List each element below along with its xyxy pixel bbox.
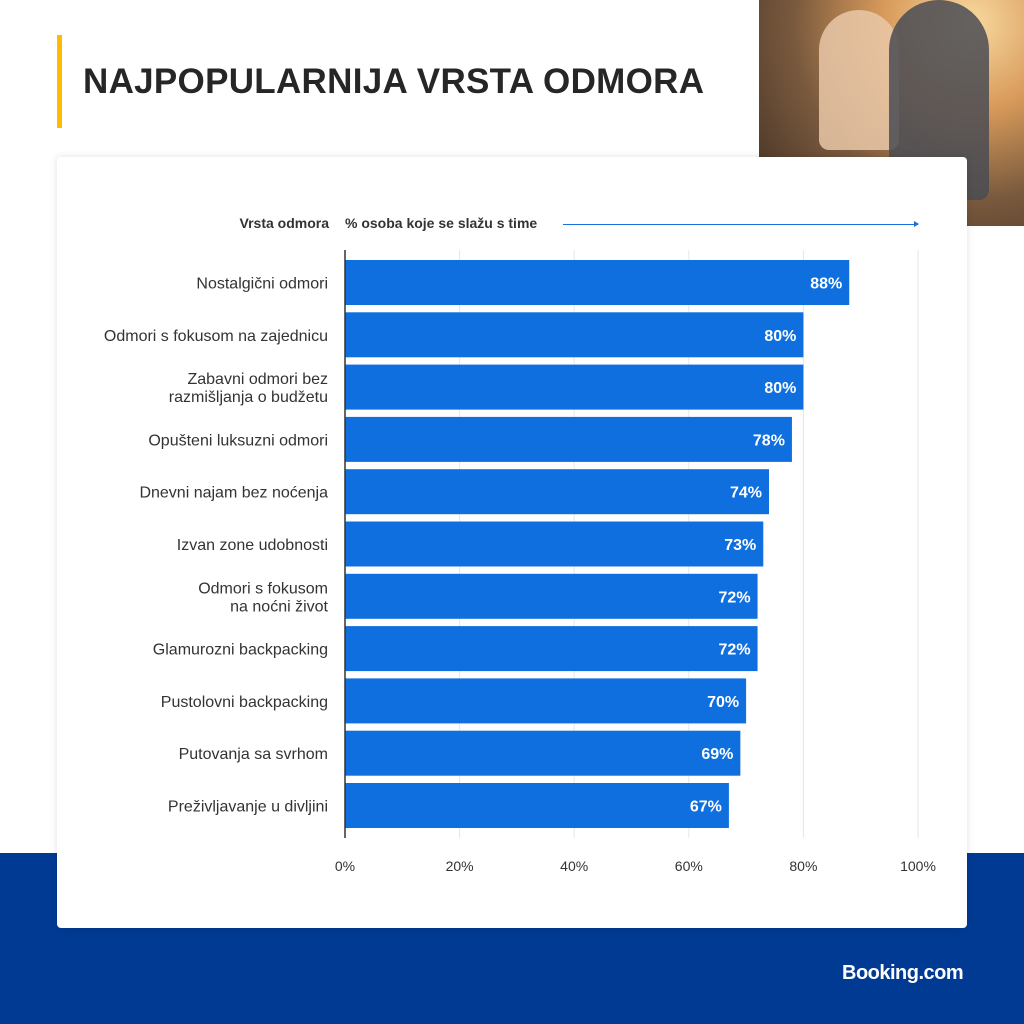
- category-label: Opušteni luksuzni odmori: [148, 432, 328, 449]
- y-axis-label: Vrsta odmora: [239, 215, 329, 231]
- category-label: Odmori s fokusom na zajednicu: [104, 328, 328, 345]
- x-tick-label: 0%: [335, 858, 355, 874]
- data-label: 74%: [730, 485, 762, 502]
- data-label: 80%: [764, 328, 796, 345]
- category-label: Odmori s fokusom na noćni život: [198, 580, 328, 615]
- data-label: 73%: [724, 537, 756, 554]
- x-axis-label: % osoba koje se slažu s time: [345, 215, 538, 231]
- category-label: Zabavni odmori bez razmišljanja o budžetu: [169, 371, 328, 406]
- bar: [345, 260, 850, 305]
- title-accent-bar: [57, 35, 62, 128]
- category-label: Nostalgični odmori: [196, 276, 328, 293]
- bar: [345, 573, 758, 619]
- category-label: Dnevni najam bez noćenja: [139, 485, 328, 502]
- x-tick-label: 100%: [900, 858, 936, 874]
- bar: [345, 364, 804, 410]
- page-title: NAJPOPULARNIJA VRSTA ODMORA: [83, 62, 705, 101]
- arrow-icon: [563, 221, 919, 227]
- category-label: Putovanja sa svrhom: [179, 746, 328, 763]
- bar: [345, 416, 792, 462]
- data-label: 69%: [701, 746, 733, 763]
- category-label: Preživljavanje u divljini: [168, 799, 328, 816]
- bar: [345, 783, 729, 828]
- data-label: 70%: [707, 694, 739, 711]
- bar: [345, 678, 747, 724]
- x-tick-label: 60%: [675, 858, 703, 874]
- category-label: Glamurozni backpacking: [153, 642, 328, 659]
- data-label: 80%: [764, 380, 796, 397]
- bar: [345, 469, 770, 515]
- x-tick-label: 80%: [789, 858, 817, 874]
- x-tick-label: 40%: [560, 858, 588, 874]
- data-label: 67%: [690, 799, 722, 816]
- bar: [345, 312, 804, 358]
- bar: [345, 730, 741, 776]
- category-label: Izvan zone udobnosti: [177, 537, 328, 554]
- booking-logo: Booking.com: [842, 962, 964, 984]
- x-tick-label: 20%: [446, 858, 474, 874]
- category-label: Pustolovni backpacking: [161, 694, 328, 711]
- data-label: 88%: [810, 276, 842, 293]
- bar: [345, 626, 758, 672]
- data-label: 78%: [753, 432, 785, 449]
- data-label: 72%: [719, 642, 751, 659]
- data-label: 72%: [719, 589, 751, 606]
- bar: [345, 521, 764, 567]
